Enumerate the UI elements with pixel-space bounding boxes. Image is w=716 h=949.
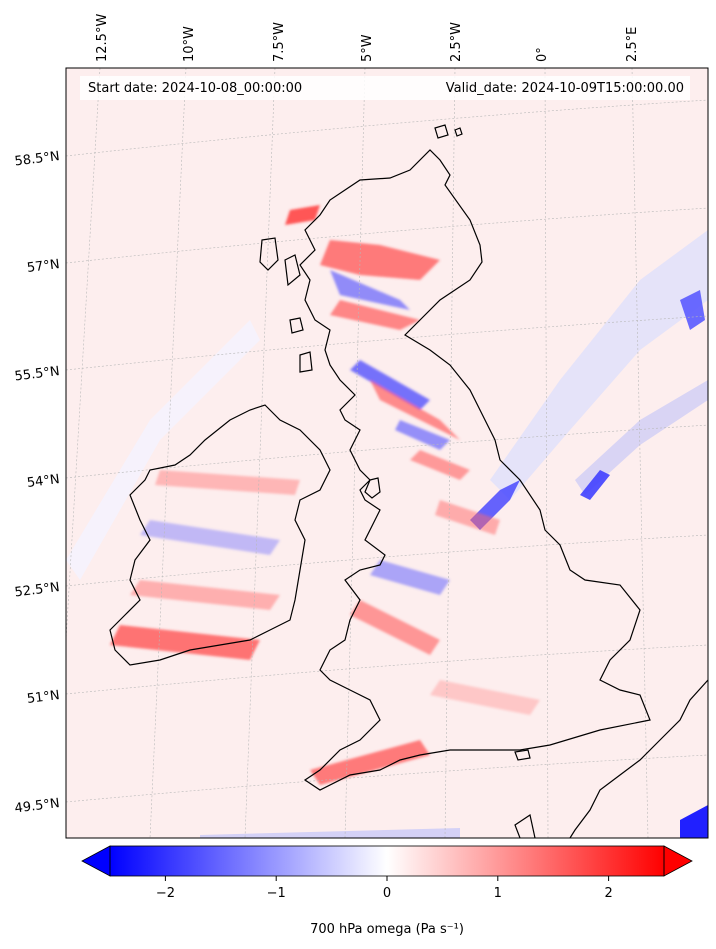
lat-label: 51°N xyxy=(26,688,60,707)
valid-date-label: Valid_date: 2024-10-09T15:00:00.00 xyxy=(446,81,684,96)
lon-label: 2.5°W xyxy=(449,22,464,62)
lat-label: 54°N xyxy=(26,472,60,491)
lon-label: 10°W xyxy=(182,26,197,62)
header-box xyxy=(80,76,690,100)
omega-field xyxy=(66,68,708,838)
lon-label: 7.5°W xyxy=(272,22,287,62)
lon-label: 5°W xyxy=(360,34,375,62)
latitude-labels: 58.5°N 57°N 55.5°N 54°N 52.5°N 51°N 49.5… xyxy=(14,149,61,816)
colorbar-tick-label: 0 xyxy=(383,886,391,901)
start-date-label: Start date: 2024-10-08_00:00:00 xyxy=(88,81,302,96)
lon-label: 2.5°E xyxy=(625,27,640,62)
lat-label: 52.5°N xyxy=(14,580,61,600)
colorbar-tick-label: −1 xyxy=(267,886,286,901)
lon-label: 12.5°W xyxy=(95,14,110,62)
colorbar-tick-label: −2 xyxy=(156,886,175,901)
colorbar-extend-high xyxy=(663,845,693,877)
longitude-labels: 12.5°W 10°W 7.5°W 5°W 2.5°W 0° 2.5°E xyxy=(95,14,640,62)
colorbar-ticks: −2 −1 0 1 2 xyxy=(156,876,613,901)
map-panel: Start date: 2024-10-08_00:00:00 Valid_da… xyxy=(65,67,709,839)
colorbar: −2 −1 0 1 2 700 hPa omega (Pa s⁻¹) xyxy=(81,845,693,937)
coastlines xyxy=(109,124,708,838)
lon-label: 0° xyxy=(535,47,550,62)
colorbar-body xyxy=(110,846,664,876)
lat-label: 57°N xyxy=(26,257,60,276)
colorbar-extend-low xyxy=(81,845,111,877)
lat-label: 49.5°N xyxy=(14,796,61,816)
colorbar-tick-label: 1 xyxy=(494,886,502,901)
lat-label: 58.5°N xyxy=(14,149,61,169)
lat-label: 55.5°N xyxy=(14,364,61,384)
map-frame xyxy=(65,67,709,839)
colorbar-tick-label: 2 xyxy=(604,886,612,901)
colorbar-label: 700 hPa omega (Pa s⁻¹) xyxy=(310,922,464,937)
